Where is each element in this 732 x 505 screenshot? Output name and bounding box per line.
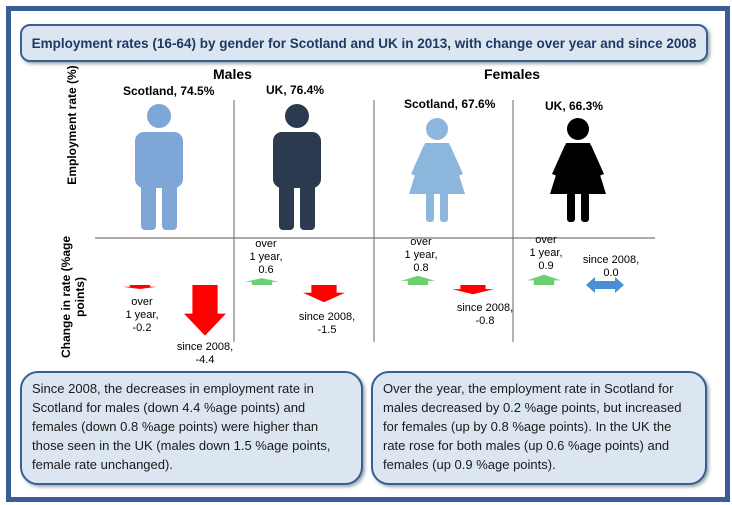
change-mark-year-2	[401, 275, 435, 285]
change-mark-year-3	[527, 274, 561, 285]
change-label-year-scotland-females: over 1 year, 0.8	[404, 236, 438, 274]
change-mark-2008-2	[452, 285, 494, 295]
change-mark-2008-1	[303, 285, 345, 303]
figure-scotland-male	[135, 104, 183, 230]
chart-title: Employment rates (16-64) by gender for S…	[20, 24, 708, 62]
figure-uk-male	[273, 104, 321, 230]
group-label-males: Males	[213, 66, 252, 82]
group-label-females: Females	[484, 66, 541, 82]
note-left: Since 2008, the decreases in employment …	[20, 371, 363, 485]
change-mark-2008-0	[184, 285, 226, 336]
employment-label-scotland-males: Scotland, 74.5%	[123, 84, 215, 98]
change-mark-year-0	[123, 285, 157, 289]
change-label-2008-uk-females: since 2008, 0.0	[582, 254, 640, 279]
change-label-2008-uk-males: since 2008, -1.5	[298, 311, 356, 336]
change-mark-year-1	[245, 278, 279, 285]
note-right: Over the year, the employment rate in Sc…	[371, 371, 707, 485]
change-label-year-uk-females: over 1 year, 0.9	[529, 234, 563, 272]
figure-uk-female	[550, 118, 606, 222]
change-label-2008-scotland-females: since 2008, -0.8	[456, 302, 514, 327]
employment-label-uk-females: UK, 66.3%	[545, 99, 604, 113]
change-label-2008-scotland-males: since 2008, -4.4	[176, 341, 234, 366]
figure-scotland-female	[409, 118, 465, 222]
change-label-year-uk-males: over 1 year, 0.6	[249, 238, 283, 276]
change-mark-2008-3	[586, 277, 624, 293]
employment-label-uk-males: UK, 76.4%	[266, 83, 325, 97]
change-label-year-scotland-males: over 1 year, -0.2	[125, 296, 159, 334]
employment-label-scotland-females: Scotland, 67.6%	[404, 97, 496, 111]
